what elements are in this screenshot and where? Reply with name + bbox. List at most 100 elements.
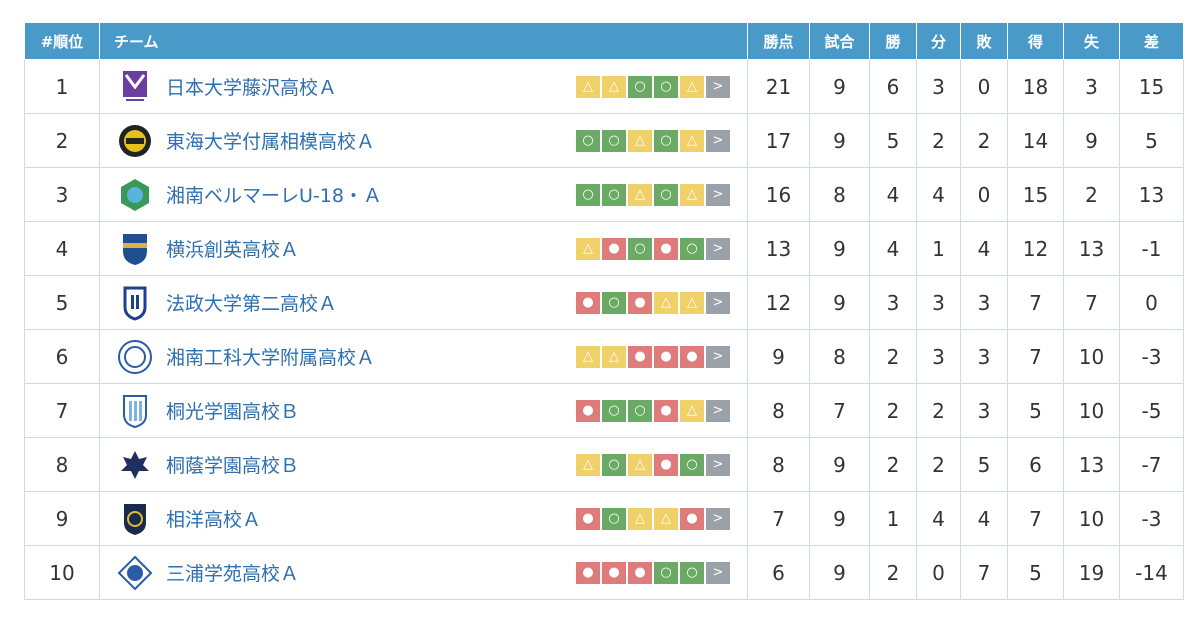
header-rank[interactable]: #順位 <box>24 22 100 60</box>
goals-against-cell: 9 <box>1063 113 1120 168</box>
form-result-win: ○ <box>654 129 678 152</box>
table-row: 6 湘南工科大学附属高校Ａ △ △ ● ● ● > 9 8 2 3 3 7 10 -3 <box>24 329 1184 384</box>
form-result-loss: ● <box>654 399 678 422</box>
standings-container: #順位 チーム 勝点 試合 勝 分 敗 得 失 差 1 日本大学藤沢高校Ａ △ △… <box>24 22 1184 600</box>
form-next-arrow[interactable]: > <box>706 183 730 206</box>
won-cell: 6 <box>869 59 917 114</box>
goal-diff-cell: -3 <box>1119 329 1184 384</box>
won-cell: 2 <box>869 383 917 438</box>
recent-form: △ ● ○ ● ○ > <box>576 237 730 260</box>
team-cell: 相洋高校Ａ ● ○ △ △ ● > <box>99 491 748 546</box>
soyo-logo <box>116 500 154 538</box>
team-name-link[interactable]: 三浦学苑高校Ａ <box>166 563 300 585</box>
goals-for-cell: 7 <box>1007 329 1064 384</box>
form-result-loss: ● <box>654 453 678 476</box>
form-result-win: ○ <box>576 183 600 206</box>
rank-cell: 8 <box>24 437 100 492</box>
rank-cell: 1 <box>24 59 100 114</box>
points-cell: 16 <box>747 167 810 222</box>
header-lost[interactable]: 敗 <box>960 22 1008 60</box>
form-next-arrow[interactable]: > <box>706 507 730 530</box>
form-result-draw: △ <box>576 453 600 476</box>
form-result-loss: ● <box>680 507 704 530</box>
header-goal-diff[interactable]: 差 <box>1119 22 1184 60</box>
form-next-arrow[interactable]: > <box>706 291 730 314</box>
rank-cell: 6 <box>24 329 100 384</box>
won-cell: 2 <box>869 329 917 384</box>
header-played[interactable]: 試合 <box>809 22 870 60</box>
form-result-loss: ● <box>576 291 600 314</box>
form-result-win: ○ <box>602 291 626 314</box>
goal-diff-cell: -1 <box>1119 221 1184 276</box>
goals-for-cell: 18 <box>1007 59 1064 114</box>
header-points[interactable]: 勝点 <box>747 22 810 60</box>
form-result-draw: △ <box>576 75 600 98</box>
rank-cell: 2 <box>24 113 100 168</box>
points-cell: 13 <box>747 221 810 276</box>
goal-diff-cell: -14 <box>1119 545 1184 600</box>
form-result-draw: △ <box>602 345 626 368</box>
form-next-arrow[interactable]: > <box>706 237 730 260</box>
drawn-cell: 3 <box>916 59 961 114</box>
won-cell: 3 <box>869 275 917 330</box>
drawn-cell: 2 <box>916 113 961 168</box>
form-result-draw: △ <box>680 291 704 314</box>
form-result-draw: △ <box>654 291 678 314</box>
lost-cell: 4 <box>960 221 1008 276</box>
team-cell: 法政大学第二高校Ａ ● ○ ● △ △ > <box>99 275 748 330</box>
table-row: 2 東海大学付属相模高校Ａ ○ ○ △ ○ △ > 17 9 5 2 2 14 9 5 <box>24 113 1184 168</box>
team-name-link[interactable]: 湘南工科大学附属高校Ａ <box>166 347 376 369</box>
form-next-arrow[interactable]: > <box>706 75 730 98</box>
form-result-draw: △ <box>628 183 652 206</box>
goal-diff-cell: 15 <box>1119 59 1184 114</box>
team-name-link[interactable]: 法政大学第二高校Ａ <box>166 293 338 315</box>
team-name-link[interactable]: 横浜創英高校Ａ <box>166 239 300 261</box>
header-team[interactable]: チーム <box>99 22 748 60</box>
form-next-arrow[interactable]: > <box>706 399 730 422</box>
goals-for-cell: 12 <box>1007 221 1064 276</box>
table-row: 4 横浜創英高校Ａ △ ● ○ ● ○ > 13 9 4 1 4 12 13 -1 <box>24 221 1184 276</box>
table-row: 5 法政大学第二高校Ａ ● ○ ● △ △ > 12 9 3 3 3 7 7 0 <box>24 275 1184 330</box>
form-next-arrow[interactable]: > <box>706 561 730 584</box>
form-result-draw: △ <box>680 75 704 98</box>
lost-cell: 2 <box>960 113 1008 168</box>
form-next-arrow[interactable]: > <box>706 453 730 476</box>
team-name-link[interactable]: 湘南ベルマーレU-18・Ａ <box>166 185 382 207</box>
form-next-arrow[interactable]: > <box>706 345 730 368</box>
header-won[interactable]: 勝 <box>869 22 917 60</box>
played-cell: 9 <box>809 437 870 492</box>
won-cell: 4 <box>869 221 917 276</box>
team-name-link[interactable]: 桐光学園高校Ｂ <box>166 401 300 423</box>
form-result-win: ○ <box>576 129 600 152</box>
goal-diff-cell: -7 <box>1119 437 1184 492</box>
rank-cell: 4 <box>24 221 100 276</box>
team-cell: 湘南工科大学附属高校Ａ △ △ ● ● ● > <box>99 329 748 384</box>
recent-form: △ △ ● ● ● > <box>576 345 730 368</box>
header-goals-for[interactable]: 得 <box>1007 22 1064 60</box>
team-name-link[interactable]: 日本大学藤沢高校Ａ <box>166 77 338 99</box>
header-goals-against[interactable]: 失 <box>1063 22 1120 60</box>
points-cell: 12 <box>747 275 810 330</box>
goals-for-cell: 5 <box>1007 383 1064 438</box>
shonan-bellmare-logo <box>116 176 154 214</box>
drawn-cell: 3 <box>916 329 961 384</box>
header-drawn[interactable]: 分 <box>916 22 961 60</box>
nihon-fujisawa-logo <box>116 68 154 106</box>
team-name-link[interactable]: 桐蔭学園高校Ｂ <box>166 455 300 477</box>
form-result-draw: △ <box>628 129 652 152</box>
recent-form: ● ○ ○ ● △ > <box>576 399 730 422</box>
yokohama-soei-logo <box>116 230 154 268</box>
form-result-win: ○ <box>654 561 678 584</box>
table-row: 8 桐蔭学園高校Ｂ △ ○ △ ● ○ > 8 9 2 2 5 6 13 -7 <box>24 437 1184 492</box>
team-name-link[interactable]: 相洋高校Ａ <box>166 509 262 531</box>
form-result-win: ○ <box>602 399 626 422</box>
lost-cell: 0 <box>960 167 1008 222</box>
goal-diff-cell: -3 <box>1119 491 1184 546</box>
form-result-win: ○ <box>680 453 704 476</box>
form-result-win: ○ <box>602 183 626 206</box>
rank-cell: 3 <box>24 167 100 222</box>
team-name-link[interactable]: 東海大学付属相模高校Ａ <box>166 131 376 153</box>
goals-against-cell: 3 <box>1063 59 1120 114</box>
table-row: 10 三浦学苑高校Ａ ● ● ● ○ ○ > 6 9 2 0 7 5 19 -14 <box>24 545 1184 600</box>
form-next-arrow[interactable]: > <box>706 129 730 152</box>
